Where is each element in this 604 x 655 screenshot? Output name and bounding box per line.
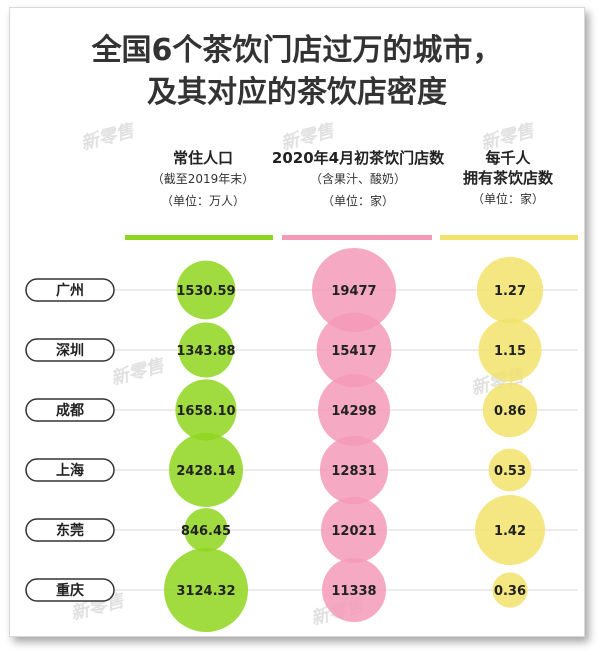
bubble-chart: 1530.59 1343.88 1658.10 2428.14 846.45 3124.3… bbox=[25, 248, 578, 632]
city-pill bbox=[25, 398, 115, 422]
bubble-1-1 bbox=[316, 312, 392, 388]
column-unit: （单位：家） bbox=[471, 192, 544, 206]
data-label: 0.86 bbox=[494, 404, 526, 419]
bubble-0-4 bbox=[184, 508, 228, 552]
city-label: 重庆 bbox=[56, 582, 84, 599]
bubble-1-5 bbox=[322, 558, 386, 622]
bubble-1-4 bbox=[321, 497, 387, 563]
column-bar-green bbox=[125, 235, 273, 240]
bubble-2-3 bbox=[488, 448, 532, 492]
data-label: 1530.59 bbox=[176, 284, 235, 299]
data-label: 3124.32 bbox=[176, 584, 235, 599]
data-label: 1343.88 bbox=[176, 344, 235, 359]
title-line-2: 及其对应的茶饮店密度 bbox=[147, 75, 447, 110]
data-label: 1.15 bbox=[494, 344, 526, 359]
column-title: 每千人 bbox=[485, 149, 531, 167]
column-unit: （单位：家） bbox=[321, 194, 394, 208]
data-label: 1658.10 bbox=[176, 404, 235, 419]
bubble-2-2 bbox=[482, 382, 538, 438]
city-pill bbox=[25, 518, 115, 542]
column-subtitle: （截至2019年末） bbox=[151, 172, 255, 186]
city-label: 上海 bbox=[56, 462, 84, 479]
bubble-2-0 bbox=[476, 256, 544, 324]
bubble-0-5 bbox=[164, 548, 248, 632]
data-label: 12021 bbox=[331, 524, 376, 539]
city-label: 广州 bbox=[56, 282, 84, 299]
column-bar-pink bbox=[282, 235, 432, 240]
data-label: 12831 bbox=[331, 464, 376, 479]
column-header-population: 常住人口 （截至2019年末） （单位：万人） bbox=[128, 148, 278, 212]
city-label: 东莞 bbox=[56, 522, 84, 539]
title-line-1: 全国6个茶饮门店过万的城市， bbox=[91, 33, 503, 68]
bubble-1-2 bbox=[318, 374, 390, 446]
data-label: 14298 bbox=[331, 404, 376, 419]
column-unit: （单位：万人） bbox=[160, 194, 245, 208]
bubble-2-5 bbox=[492, 572, 528, 608]
bubble-2-4 bbox=[475, 495, 545, 565]
bubble-0-1 bbox=[178, 322, 234, 378]
data-label: 2428.14 bbox=[176, 464, 235, 479]
data-label: 19477 bbox=[331, 284, 376, 299]
city-pill bbox=[25, 578, 115, 602]
data-label: 0.36 bbox=[494, 584, 526, 599]
column-header-density: 每千人 拥有茶饮店数 （单位：家） bbox=[438, 148, 578, 210]
bubble-2-1 bbox=[478, 318, 542, 382]
column-subtitle: （含果汁、酸奶） bbox=[309, 172, 406, 186]
data-label: 846.45 bbox=[181, 524, 231, 539]
bubble-0-2 bbox=[175, 379, 237, 441]
city-label: 深圳 bbox=[56, 342, 84, 359]
city-label: 成都 bbox=[56, 402, 84, 419]
column-title: 常住人口 bbox=[172, 149, 233, 167]
data-label: 15417 bbox=[331, 344, 376, 359]
column-title: 2020年4月初茶饮门店数 bbox=[271, 149, 445, 167]
city-pill bbox=[25, 278, 115, 302]
data-label: 1.27 bbox=[494, 284, 526, 299]
bubble-1-3 bbox=[319, 435, 389, 505]
data-label: 11338 bbox=[331, 584, 376, 599]
data-label: 0.53 bbox=[494, 464, 526, 479]
chart-frame: 全国6个茶饮门店过万的城市， 及其对应的茶饮店密度 常住人口 （截至2019年末… bbox=[9, 7, 585, 637]
column-header-stores: 2020年4月初茶饮门店数 （含果汁、酸奶） （单位：家） bbox=[258, 148, 458, 212]
column-title-2: 拥有茶饮店数 bbox=[462, 169, 553, 187]
bubble-0-0 bbox=[176, 260, 236, 320]
city-pill bbox=[25, 338, 115, 362]
city-pill bbox=[25, 458, 115, 482]
data-label: 1.42 bbox=[494, 524, 526, 539]
bubble-1-0 bbox=[312, 248, 396, 332]
bubble-0-3 bbox=[169, 433, 243, 507]
column-bar-yellow bbox=[440, 235, 578, 240]
